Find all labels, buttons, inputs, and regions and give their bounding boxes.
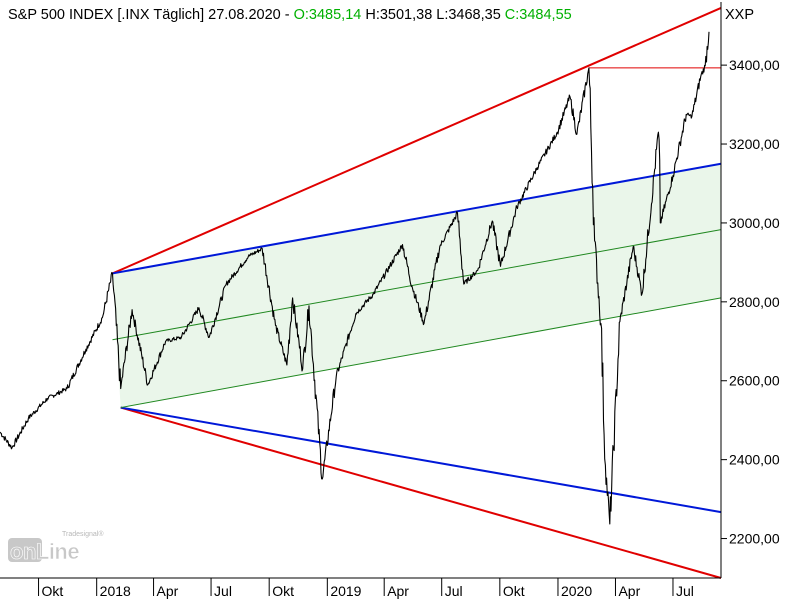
channel-lower-trendline (120, 406, 722, 514)
y-tick-label: 2200,00 (729, 531, 780, 547)
y-tick-label: 2400,00 (729, 452, 780, 468)
low-value: L:3468,35 (436, 7, 501, 23)
x-tick-label: Okt (503, 583, 525, 599)
title-separator: - (281, 7, 294, 23)
x-tick-label: 2019 (330, 583, 361, 599)
y-tick-label: 3200,00 (729, 136, 780, 152)
channel-fill-layer (112, 163, 722, 408)
x-tick-label: Jul (676, 583, 694, 599)
outer-lower-trendline (120, 406, 722, 579)
chart-title: S&P 500 INDEX [.INX Täglich] 27.08.2020 … (8, 7, 572, 23)
y-axis-ticks: 2200,00 2400,00 2600,00 2800,00 3000,00 3200,… (721, 57, 780, 547)
outer-upper-trendline (112, 7, 722, 275)
close-value: C:3484,55 (505, 7, 572, 23)
x-tick-label: Apr (387, 583, 409, 599)
open-value: O:3485,14 (294, 7, 362, 23)
x-tick-label: Apr (157, 583, 179, 599)
y-tick-label: 3400,00 (729, 57, 780, 73)
tradesignal-logo: Tradesignal® onLine (8, 530, 104, 564)
x-tick-label: Apr (618, 583, 640, 599)
instrument-title: S&P 500 INDEX [.INX Täglich] 27.08.2020 (8, 7, 281, 23)
high-value: H:3501,38 (365, 7, 432, 23)
logo-small-text: Tradesignal® (62, 530, 104, 538)
x-axis-ticks: Okt 2018 Apr Jul Okt 2019 Apr Jul Okt 2020 Apr Jul (38, 578, 694, 599)
channel-fill (112, 163, 722, 408)
channel-upper-trendline (112, 162, 722, 275)
logo-main-text: onLine (10, 539, 79, 564)
x-tick-label: Jul (445, 583, 463, 599)
x-tick-label: Okt (272, 583, 294, 599)
x-tick-label: 2020 (561, 583, 592, 599)
x-tick-label: Jul (214, 583, 232, 599)
x-tick-label: 2018 (100, 583, 131, 599)
price-layer (0, 31, 710, 525)
trendline-layer (112, 7, 722, 579)
price-series-line (0, 31, 710, 525)
y-tick-label: 2600,00 (729, 373, 780, 389)
y-tick-label: 3000,00 (729, 215, 780, 231)
x-tick-label: Okt (42, 583, 64, 599)
y-tick-label: 2800,00 (729, 294, 780, 310)
axes-layer (0, 2, 722, 579)
channel-mid-line (112, 229, 722, 341)
symbol-label: XXP (725, 7, 754, 23)
